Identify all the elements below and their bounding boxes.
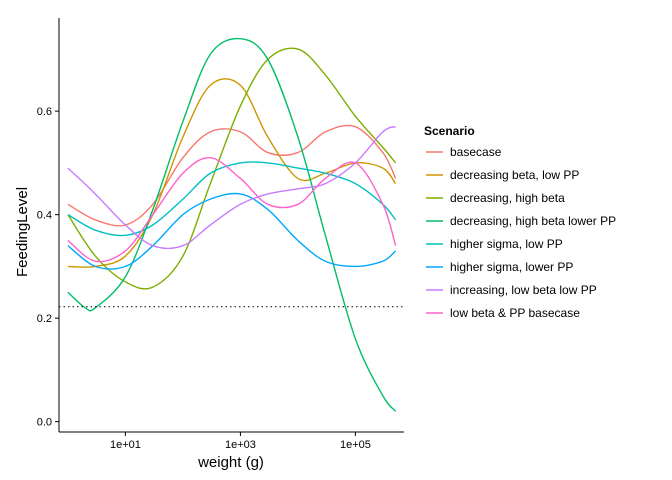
series-line-1 [67,124,397,227]
y-tick-label: 0.2 [37,313,52,325]
series-line-7 [67,126,396,249]
x-tick-label: 1e+03 [225,439,256,451]
y-tick-label: 0.6 [37,106,52,118]
legend-item: decreasing beta, low PP [426,168,579,182]
x-tick-label: 1e+05 [340,439,371,451]
series-line-4 [67,37,397,412]
legend-item: higher sigma, lower PP [426,260,573,274]
y-axis-title: FeedingLevel [14,187,31,277]
legend-item: low beta & PP basecase [426,306,580,320]
legend-label: basecase [450,145,502,159]
legend-label: higher sigma, lower PP [450,260,573,274]
legend-title: Scenario [424,124,475,138]
x-axis-ticks: 1e+01 1e+03 1e+05 [110,432,371,451]
x-axis-title: weight (g) [197,454,264,471]
legend-label: decreasing, high beta lower PP [450,214,616,228]
legend-label: decreasing beta, low PP [450,168,579,182]
y-tick-label: 0.0 [37,417,52,429]
series-line-5 [67,161,397,237]
legend-item: basecase [426,145,502,159]
legend-label: decreasing, high beta [450,191,565,205]
legend-item: decreasing, high beta lower PP [426,214,616,228]
x-tick-label: 1e+01 [110,439,141,451]
legend-label: increasing, low beta low PP [450,283,597,297]
legend-label: higher sigma, low PP [450,237,563,251]
legend-item: increasing, low beta low PP [426,283,597,297]
legend-label: low beta & PP basecase [450,306,580,320]
legend-item: higher sigma, low PP [426,237,563,251]
series-line-3 [67,47,397,290]
legend-item: decreasing, high beta [426,191,565,205]
y-axis-ticks: 0.0 0.2 0.4 0.6 [37,106,59,429]
series-line-2 [67,78,397,268]
legend: Scenario basecase decreasing beta, low PP… [424,124,616,320]
series-line-8 [67,157,397,263]
series-line-6 [67,192,397,270]
y-tick-label: 0.4 [37,210,52,222]
series-layer [67,37,397,412]
